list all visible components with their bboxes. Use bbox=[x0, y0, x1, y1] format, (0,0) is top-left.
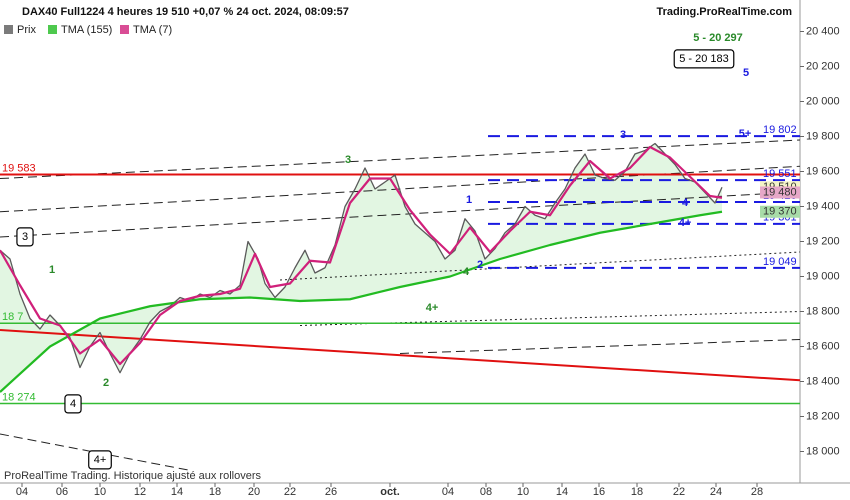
trendline bbox=[399, 339, 801, 354]
tma-fill bbox=[0, 143, 722, 392]
y-tick-label: 20 200 bbox=[806, 60, 840, 72]
legend-label: TMA (155) bbox=[61, 24, 112, 36]
level-label: 19 551 bbox=[763, 168, 797, 180]
label-box bbox=[16, 227, 34, 247]
trendline bbox=[0, 433, 193, 472]
y-tick-label: 20 400 bbox=[806, 25, 840, 37]
y-tick-label: 18 600 bbox=[806, 340, 840, 352]
x-tick-label: 16 bbox=[593, 486, 605, 498]
trendline bbox=[299, 311, 801, 326]
wave-label: 3 bbox=[345, 154, 351, 166]
y-tick-label: 18 200 bbox=[806, 410, 840, 422]
wave-label: 5 - 20 183 bbox=[679, 53, 729, 65]
x-tick-label: 18 bbox=[631, 486, 643, 498]
x-tick-label: 26 bbox=[325, 486, 337, 498]
x-tick-label: 22 bbox=[673, 486, 685, 498]
label-box bbox=[64, 394, 82, 414]
y-tick-label: 18 800 bbox=[806, 305, 840, 317]
y-tick-label: 18 000 bbox=[806, 445, 840, 457]
wave-label: 4 bbox=[463, 266, 470, 278]
wave-label: 3 bbox=[22, 231, 28, 243]
level-label: 18 7 bbox=[2, 311, 23, 323]
series-line bbox=[0, 145, 723, 366]
x-tick-label: 12 bbox=[134, 486, 146, 498]
wave-label: 5 - 20 297 bbox=[693, 32, 743, 44]
x-tick-label: 24 bbox=[710, 486, 722, 498]
wave-label: 3 bbox=[620, 129, 626, 141]
price-badge bbox=[760, 205, 800, 218]
footer: ProRealTime Trading. Historique ajusté a… bbox=[4, 470, 261, 482]
x-tick-label: 18 bbox=[209, 486, 221, 498]
legend-swatch bbox=[120, 25, 129, 34]
x-tick-label: 04 bbox=[442, 486, 454, 498]
label-box bbox=[673, 49, 735, 69]
wave-label: 4+ bbox=[426, 302, 439, 314]
legend-swatch bbox=[4, 25, 13, 34]
x-tick-label: 10 bbox=[94, 486, 106, 498]
x-tick-label: 20 bbox=[248, 486, 260, 498]
y-tick-label: 19 800 bbox=[806, 130, 840, 142]
price-badge bbox=[760, 186, 800, 199]
wave-label: 4 bbox=[70, 398, 76, 410]
chart-title: DAX40 Full1224 4 heures 19 510 +0,07 % 2… bbox=[22, 6, 349, 18]
level-label: 19 802 bbox=[763, 124, 797, 136]
y-tick-label: 20 000 bbox=[806, 95, 840, 107]
wave-label: 4 bbox=[682, 197, 689, 209]
wave-label: 4+ bbox=[94, 454, 107, 466]
trendline bbox=[0, 139, 801, 179]
label-box bbox=[88, 450, 112, 470]
y-tick-label: 19 000 bbox=[806, 270, 840, 282]
y-tick-label: 19 400 bbox=[806, 200, 840, 212]
x-tick-label: 06 bbox=[56, 486, 68, 498]
wave-label: 5+ bbox=[739, 128, 752, 140]
x-tick-label: 28 bbox=[751, 486, 763, 498]
level-label: 18 274 bbox=[2, 391, 36, 403]
x-tick-label: 14 bbox=[556, 486, 568, 498]
series-line bbox=[0, 142, 723, 374]
x-tick-label: oct. bbox=[380, 486, 400, 498]
y-tick-label: 19 200 bbox=[806, 235, 840, 247]
trendline bbox=[279, 251, 801, 281]
wave-label: 1 bbox=[49, 264, 55, 276]
price-badge-label: 19 480 bbox=[763, 186, 797, 198]
x-tick-label: 22 bbox=[284, 486, 296, 498]
x-tick-label: 08 bbox=[480, 486, 492, 498]
level-label: 19 049 bbox=[763, 256, 797, 268]
price-badge-label: 19 370 bbox=[763, 206, 797, 218]
legend-label: TMA (7) bbox=[133, 24, 172, 36]
legend-label: Prix bbox=[17, 24, 36, 36]
x-tick-label: 14 bbox=[171, 486, 183, 498]
trendline bbox=[0, 191, 801, 238]
x-tick-label: 04 bbox=[16, 486, 28, 498]
wave-label: 2 bbox=[477, 259, 483, 271]
y-tick-label: 19 600 bbox=[806, 165, 840, 177]
level-label: 19 583 bbox=[2, 162, 36, 174]
y-tick-label: 18 400 bbox=[806, 375, 840, 387]
legend-swatch bbox=[48, 25, 57, 34]
source: Trading.ProRealTime.com bbox=[656, 6, 792, 18]
wave-label: 1 bbox=[466, 194, 472, 206]
wave-label: 5 bbox=[743, 67, 749, 79]
x-tick-label: 10 bbox=[517, 486, 529, 498]
series-line bbox=[0, 210, 723, 393]
wave-label: 4+ bbox=[679, 217, 692, 229]
wave-label: 2 bbox=[103, 377, 109, 389]
trendline bbox=[0, 329, 801, 382]
